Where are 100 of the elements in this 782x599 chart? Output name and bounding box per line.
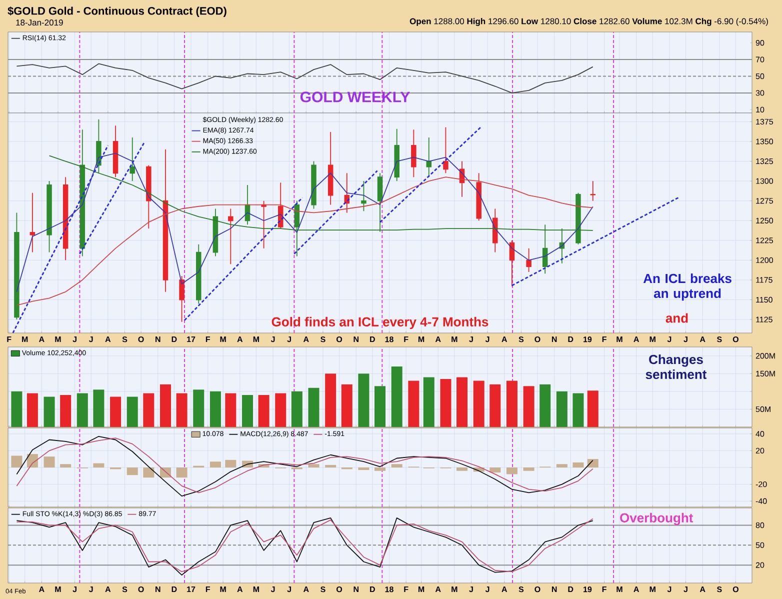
x-tick-label: M bbox=[55, 586, 61, 592]
annotation: Gold finds an ICL every 4-7 Months bbox=[272, 316, 488, 330]
x-tick-label: J bbox=[72, 336, 76, 342]
x-tick-label: S bbox=[518, 336, 524, 342]
x-tick-label: J bbox=[88, 586, 93, 592]
x-tick-label: F bbox=[404, 336, 408, 342]
x-tick-label: M bbox=[220, 336, 226, 342]
x-tick-label: J bbox=[667, 336, 672, 342]
annotation: and bbox=[666, 313, 688, 323]
x-tick-label: M bbox=[452, 336, 458, 342]
chart-subtitle: 18-Jan-2019 bbox=[16, 20, 63, 26]
x-tick-label: S bbox=[518, 586, 524, 592]
x-tick-label: M bbox=[22, 336, 28, 342]
x-tick-label: F bbox=[602, 336, 606, 342]
x-tick-label: 19 bbox=[584, 586, 592, 592]
y-tick-label: 1350 bbox=[756, 138, 774, 144]
x-tick-label: J bbox=[72, 586, 76, 592]
x-tick-label: N bbox=[156, 336, 160, 342]
x-tick-label: S bbox=[320, 336, 326, 342]
x-tick-label: A bbox=[38, 336, 44, 342]
x-tick-label: J bbox=[270, 586, 275, 592]
y-tick-label: 50 bbox=[756, 542, 764, 548]
x-tick-label: D bbox=[172, 336, 177, 342]
y-tick-label: -20 bbox=[756, 481, 767, 488]
x-tick-label: J bbox=[469, 336, 473, 342]
x-tick-label: J bbox=[287, 336, 291, 342]
y-tick-label: 1275 bbox=[756, 198, 773, 204]
y-tick-label: 20 bbox=[756, 448, 764, 454]
y-tick-label: 40 bbox=[756, 431, 764, 437]
x-tick-label: M bbox=[55, 336, 61, 342]
x-tick-label: N bbox=[156, 586, 160, 592]
x-tick-label: M bbox=[253, 586, 259, 592]
x-tick-label: O bbox=[336, 336, 342, 342]
x-tick-label: J bbox=[684, 586, 688, 592]
x-tick-label: J bbox=[485, 336, 490, 342]
x-tick-label: O bbox=[732, 586, 738, 592]
x-tick-label: M bbox=[418, 586, 424, 592]
annotation: Overbought bbox=[620, 512, 694, 526]
chart-title: $GOLD Gold - Continuous Contract (EOD) bbox=[8, 6, 226, 17]
x-tick-label: F bbox=[206, 586, 210, 592]
x-tick-label: 17 bbox=[187, 336, 196, 342]
y-tick-label: 1150 bbox=[756, 296, 772, 303]
x-tick-label: N bbox=[552, 336, 557, 342]
x-tick-label: F bbox=[206, 336, 210, 342]
x-tick-label: A bbox=[303, 586, 309, 592]
x-tick-label: D bbox=[568, 586, 574, 592]
x-tick-label: A bbox=[303, 336, 309, 342]
y-tick-label: 70 bbox=[756, 56, 764, 62]
x-tick-label: M bbox=[650, 586, 656, 592]
x-tick-label: F bbox=[404, 586, 408, 592]
y-tick-label: 1325 bbox=[756, 158, 773, 164]
y-tick-label: 1300 bbox=[756, 178, 774, 184]
x-tick-label: M bbox=[253, 336, 259, 342]
x-tick-label: 19 bbox=[584, 336, 592, 342]
x-tick-label: O bbox=[138, 586, 144, 592]
x-tick-label: M bbox=[616, 336, 622, 342]
x-tick-label: J bbox=[485, 586, 490, 592]
x-tick-label: A bbox=[38, 586, 44, 592]
x-tick-label: A bbox=[105, 586, 111, 592]
x-tick-label: D bbox=[172, 586, 177, 592]
x-tick-label: 17 bbox=[187, 586, 196, 592]
annotation: An ICL breaks an uptrend bbox=[643, 274, 732, 301]
y-tick-label: 1175 bbox=[756, 277, 772, 283]
x-tick-label: N bbox=[552, 586, 557, 592]
x-tick-label: J bbox=[88, 336, 93, 342]
x-tick-label: A bbox=[237, 586, 243, 592]
x-tick-label: O bbox=[534, 336, 540, 342]
y-tick-label: 30 bbox=[756, 90, 764, 96]
y-tick-label: 1250 bbox=[756, 218, 774, 224]
x-tick-label: 18 bbox=[385, 586, 394, 592]
x-tick-label: D bbox=[568, 336, 574, 342]
y-tick-label: 50M bbox=[756, 406, 770, 412]
x-tick-label: S bbox=[716, 336, 722, 342]
x-tick-label: J bbox=[667, 586, 672, 592]
x-tick-label: J bbox=[270, 336, 275, 342]
x-tick-label: A bbox=[237, 336, 243, 342]
y-tick-label: -40 bbox=[756, 498, 767, 504]
x-tick-label: S bbox=[122, 586, 128, 592]
y-tick-label: 1200 bbox=[756, 257, 774, 264]
x-tick-label: O bbox=[732, 336, 738, 342]
y-tick-label: 50 bbox=[756, 73, 764, 80]
x-tick-label: A bbox=[105, 336, 111, 342]
x-tick-label: N bbox=[354, 586, 358, 592]
y-tick-label: 10 bbox=[756, 106, 764, 112]
x-tick-label: M bbox=[220, 586, 226, 592]
y-tick-label: 1125 bbox=[756, 316, 772, 322]
annotation: GOLD WEEKLY bbox=[300, 92, 410, 102]
x-tick-label: F bbox=[7, 336, 12, 342]
x-tick-label: D bbox=[370, 336, 375, 342]
y-tick-label: 1375 bbox=[756, 118, 773, 125]
x-tick-label: M bbox=[650, 336, 656, 342]
annotation: Changes sentiment bbox=[646, 354, 707, 380]
x-tick-label: J bbox=[469, 586, 473, 592]
x-tick-label: S bbox=[716, 586, 722, 592]
x-tick-label: A bbox=[435, 336, 441, 342]
y-tick-label: 20 bbox=[756, 562, 764, 568]
x-tick-label: A bbox=[435, 586, 441, 592]
y-tick-label: 1225 bbox=[756, 238, 773, 244]
x-tick-label: O bbox=[138, 336, 144, 342]
y-tick-label: 200M bbox=[756, 353, 775, 359]
